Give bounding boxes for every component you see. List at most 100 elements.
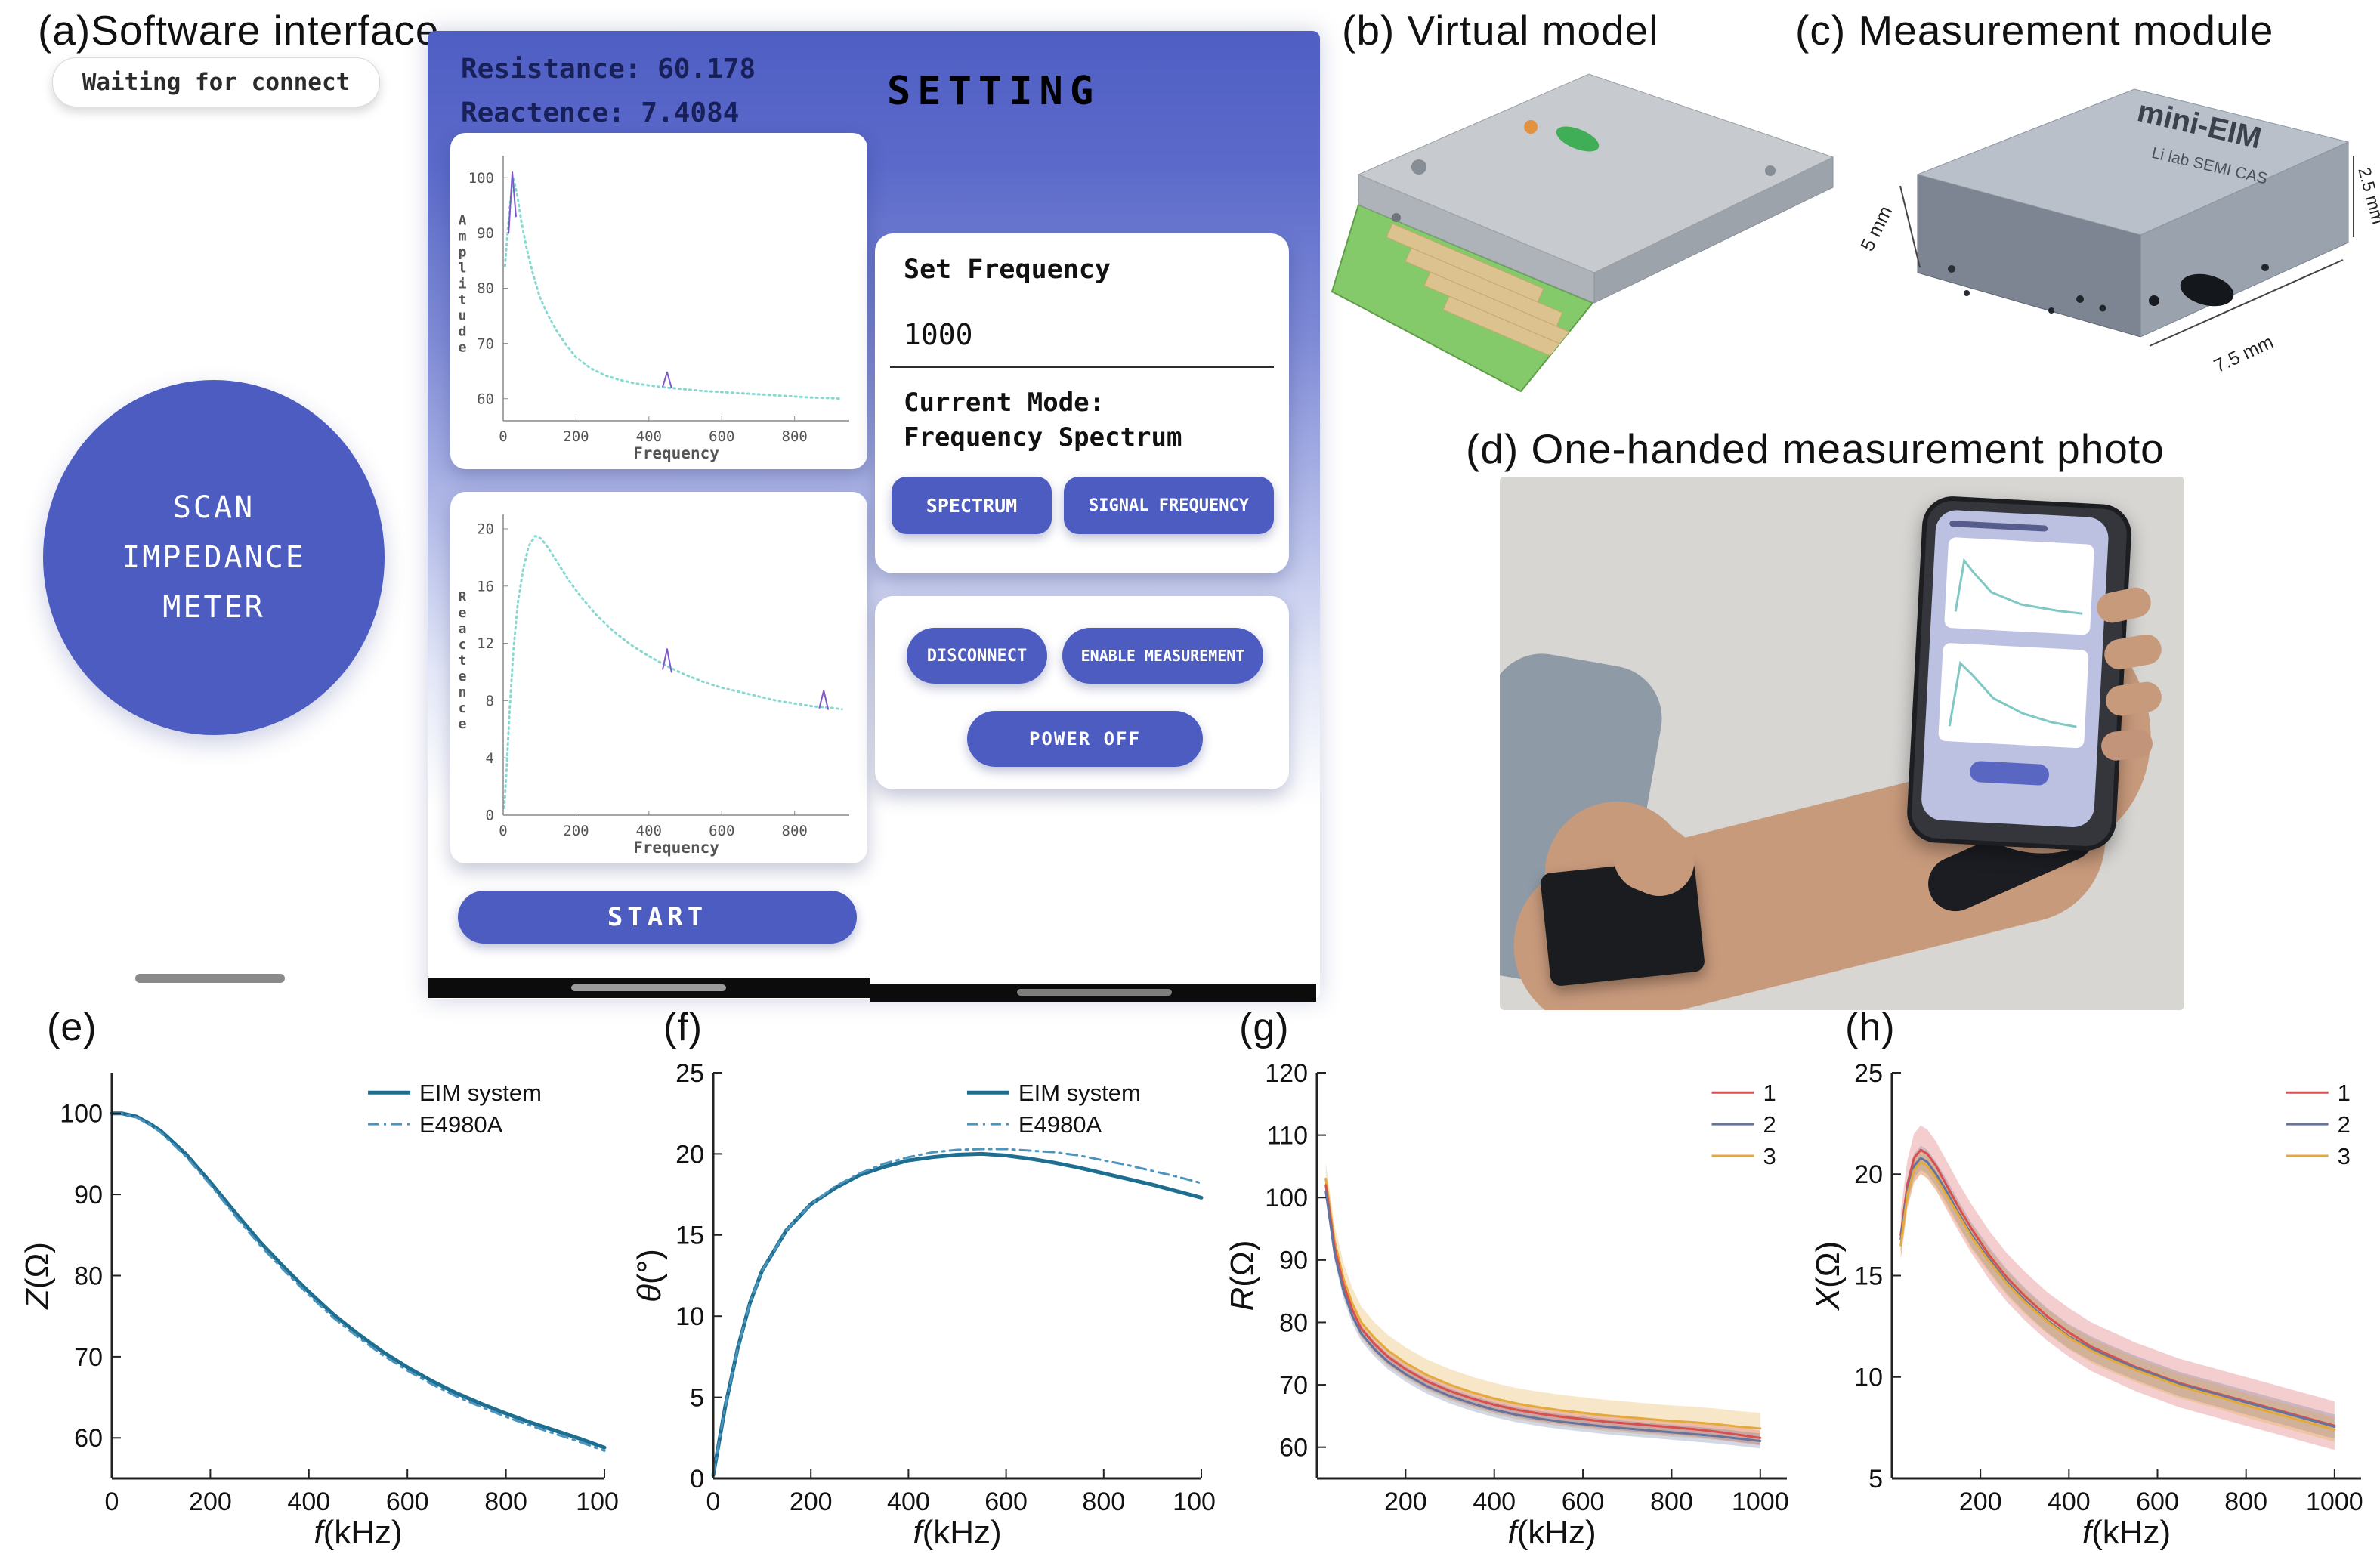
svg-text:n: n (459, 684, 467, 700)
panel-d-label: (d) One-handed measurement photo (1466, 425, 2165, 472)
scan-line-2: IMPEDANCE (122, 540, 306, 575)
current-mode-label: Current Mode: (904, 388, 1105, 418)
svg-text:A: A (459, 213, 467, 229)
svg-text:1000: 1000 (2306, 1487, 2363, 1516)
start-button[interactable]: START (458, 891, 857, 944)
svg-text:400: 400 (636, 823, 662, 839)
svg-text:200: 200 (563, 428, 589, 445)
phone-in-hand (1906, 495, 2133, 852)
panel-g-label: (g) (1239, 1006, 1290, 1049)
resistance-chart: 200 400 600 800 1000 60 70 80 90 100 110 120 f(kHz) R… (1228, 1059, 1789, 1551)
svg-text:t: t (459, 292, 467, 308)
svg-text:20: 20 (675, 1140, 704, 1169)
panel-e-label: (e) (47, 1006, 97, 1049)
svg-text:E4980A: E4980A (419, 1111, 503, 1138)
enable-measurement-button[interactable]: ENABLE MEASUREMENT (1062, 628, 1263, 684)
svg-text:5: 5 (690, 1384, 704, 1413)
panel-h-label: (h) (1845, 1006, 1896, 1049)
svg-text:60: 60 (477, 391, 494, 407)
frequency-input-underline (890, 366, 1274, 368)
svg-text:e: e (459, 605, 467, 621)
svg-text:800: 800 (1082, 1487, 1125, 1516)
set-frequency-card: Set Frequency 1000 Current Mode: Frequen… (875, 233, 1289, 573)
status-pill: Waiting for connect (52, 57, 380, 107)
svg-text:E4980A: E4980A (1018, 1111, 1102, 1138)
svg-text:70: 70 (74, 1343, 103, 1372)
svg-text:2: 2 (1763, 1111, 1776, 1138)
svg-text:80: 80 (477, 280, 494, 297)
svg-text:Frequency: Frequency (633, 839, 719, 857)
svg-text:5: 5 (1868, 1465, 1883, 1494)
svg-text:15: 15 (1854, 1262, 1883, 1290)
set-frequency-label: Set Frequency (904, 255, 1111, 285)
svg-text:0: 0 (706, 1487, 721, 1516)
svg-text:e: e (459, 669, 467, 684)
screen-mini-card-2 (1938, 642, 2089, 749)
current-mode-value: Frequency Spectrum (904, 422, 1182, 453)
svg-text:0: 0 (690, 1465, 704, 1494)
impedance-chart: 0 200 400 600 800 1000 60 70 80 90 100 f(kHz) Z(Ω) EI… (23, 1073, 620, 1551)
setting-title: SETTING (887, 69, 1101, 114)
signal-frequency-button[interactable]: SIGNAL FREQUENCY (1064, 477, 1274, 534)
svg-text:60: 60 (1279, 1434, 1308, 1463)
svg-text:m: m (459, 229, 467, 245)
svg-text:800: 800 (484, 1487, 527, 1516)
svg-text:20: 20 (477, 521, 494, 538)
amplitude-mini-chart: 0 200 400 600 800 60 70 80 90 100 Frequency Amplitu… (459, 156, 849, 462)
svg-text:100: 100 (468, 170, 494, 187)
spectrum-button[interactable]: SPECTRUM (892, 477, 1052, 534)
svg-text:600: 600 (709, 428, 734, 445)
disconnect-button[interactable]: DISCONNECT (907, 628, 1047, 684)
svg-text:400: 400 (887, 1487, 930, 1516)
phase-chart: 0 200 400 600 800 1000 0 5 10 15 20 25 f(kHz) θ(°) EIM… (635, 1059, 1216, 1551)
frequency-input[interactable]: 1000 (904, 318, 973, 351)
svg-text:X(Ω): X(Ω) (1813, 1241, 1847, 1311)
svg-text:100: 100 (60, 1100, 103, 1129)
svg-text:200: 200 (790, 1487, 833, 1516)
svg-text:200: 200 (1384, 1487, 1427, 1516)
panel-f-label: (f) (663, 1006, 703, 1049)
svg-text:0: 0 (486, 808, 494, 824)
svg-text:3: 3 (2338, 1143, 2351, 1169)
svg-text:600: 600 (1562, 1487, 1605, 1516)
reactance-chart: 200 400 600 800 1000 5 10 15 20 25 f(kHz) X(Ω) 1 2 3 (1813, 1059, 2363, 1551)
svg-text:70: 70 (1279, 1371, 1308, 1400)
one-handed-photo (1500, 477, 2184, 1010)
svg-text:EIM system: EIM system (419, 1080, 542, 1106)
svg-text:e: e (459, 716, 467, 732)
panel-a-label: (a)Software interface (38, 7, 440, 54)
svg-text:c: c (459, 700, 467, 716)
svg-text:Z(Ω): Z(Ω) (23, 1242, 56, 1310)
svg-text:2: 2 (2338, 1111, 2351, 1138)
svg-text:f(kHz): f(kHz) (314, 1514, 402, 1551)
svg-text:p: p (459, 245, 467, 261)
svg-text:800: 800 (782, 428, 808, 445)
measurement-module-photo: mini-EIM Li lab SEMI CAS 5 mm 7.5 mm 2.5… (1857, 88, 2380, 377)
screen-mini-card-1 (1944, 536, 2095, 635)
model-green-connector (1556, 126, 1600, 152)
panel-c-label: (c) Measurement module (1795, 7, 2274, 54)
svg-text:20: 20 (1854, 1160, 1883, 1189)
svg-text:15: 15 (675, 1222, 704, 1250)
model-orange-dot (1524, 120, 1538, 134)
svg-text:120: 120 (1265, 1059, 1308, 1088)
scan-impedance-meter-button[interactable]: SCAN IMPEDANCE METER (43, 380, 385, 735)
svg-text:200: 200 (189, 1487, 232, 1516)
svg-text:u: u (459, 308, 467, 324)
svg-text:c: c (459, 637, 467, 653)
power-off-button[interactable]: POWER OFF (967, 711, 1203, 767)
svg-text:θ(°): θ(°) (635, 1249, 668, 1302)
scan-line-3: METER (162, 590, 265, 625)
svg-text:90: 90 (1279, 1247, 1308, 1275)
svg-text:0: 0 (499, 823, 507, 839)
connection-card: DISCONNECT ENABLE MEASUREMENT POWER OFF (875, 596, 1289, 789)
svg-text:600: 600 (984, 1487, 1028, 1516)
svg-text:600: 600 (2136, 1487, 2179, 1516)
screen-text-line (1949, 520, 2048, 532)
svg-text:60: 60 (74, 1424, 103, 1453)
model-hole-3 (1765, 165, 1776, 176)
resistance-readout: Resistance: 60.178 (461, 54, 756, 85)
